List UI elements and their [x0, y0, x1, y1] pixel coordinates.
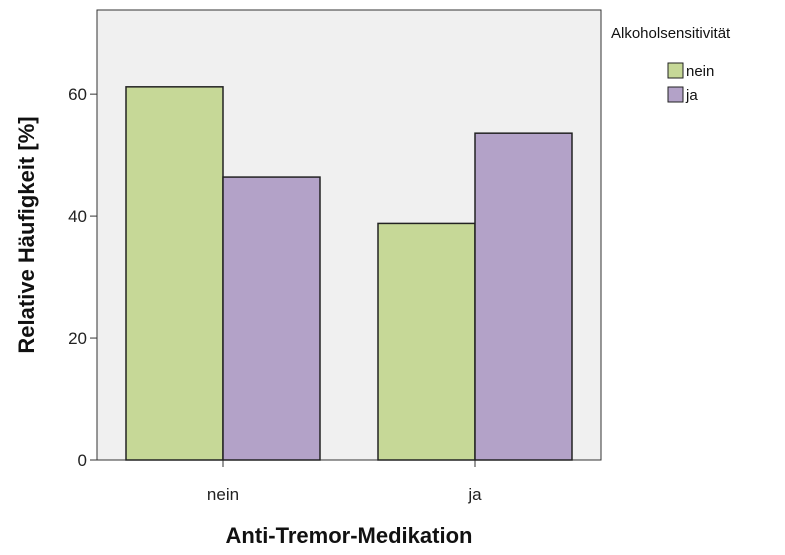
y-tick-label: 60	[68, 85, 87, 104]
x-axis-title: Anti-Tremor-Medikation	[226, 523, 473, 548]
legend-swatch-nein	[667, 62, 684, 79]
legend-swatch-ja	[667, 86, 684, 103]
bar-nein-ja	[222, 176, 321, 461]
bar-nein-nein	[125, 86, 224, 461]
x-tick-label: ja	[467, 485, 482, 504]
legend-label: ja	[685, 87, 698, 104]
bar-ja-ja	[474, 132, 573, 461]
y-tick-label: 40	[68, 207, 87, 226]
bar-ja-nein	[377, 222, 476, 461]
x-tick-label: nein	[207, 485, 239, 504]
legend-title: Alkoholsensitivität	[611, 25, 731, 42]
y-tick-label: 20	[68, 329, 87, 348]
legend-label: nein	[686, 63, 714, 80]
y-axis-title: Relative Häufigkeit [%]	[14, 116, 39, 353]
y-tick-label: 0	[78, 451, 87, 470]
